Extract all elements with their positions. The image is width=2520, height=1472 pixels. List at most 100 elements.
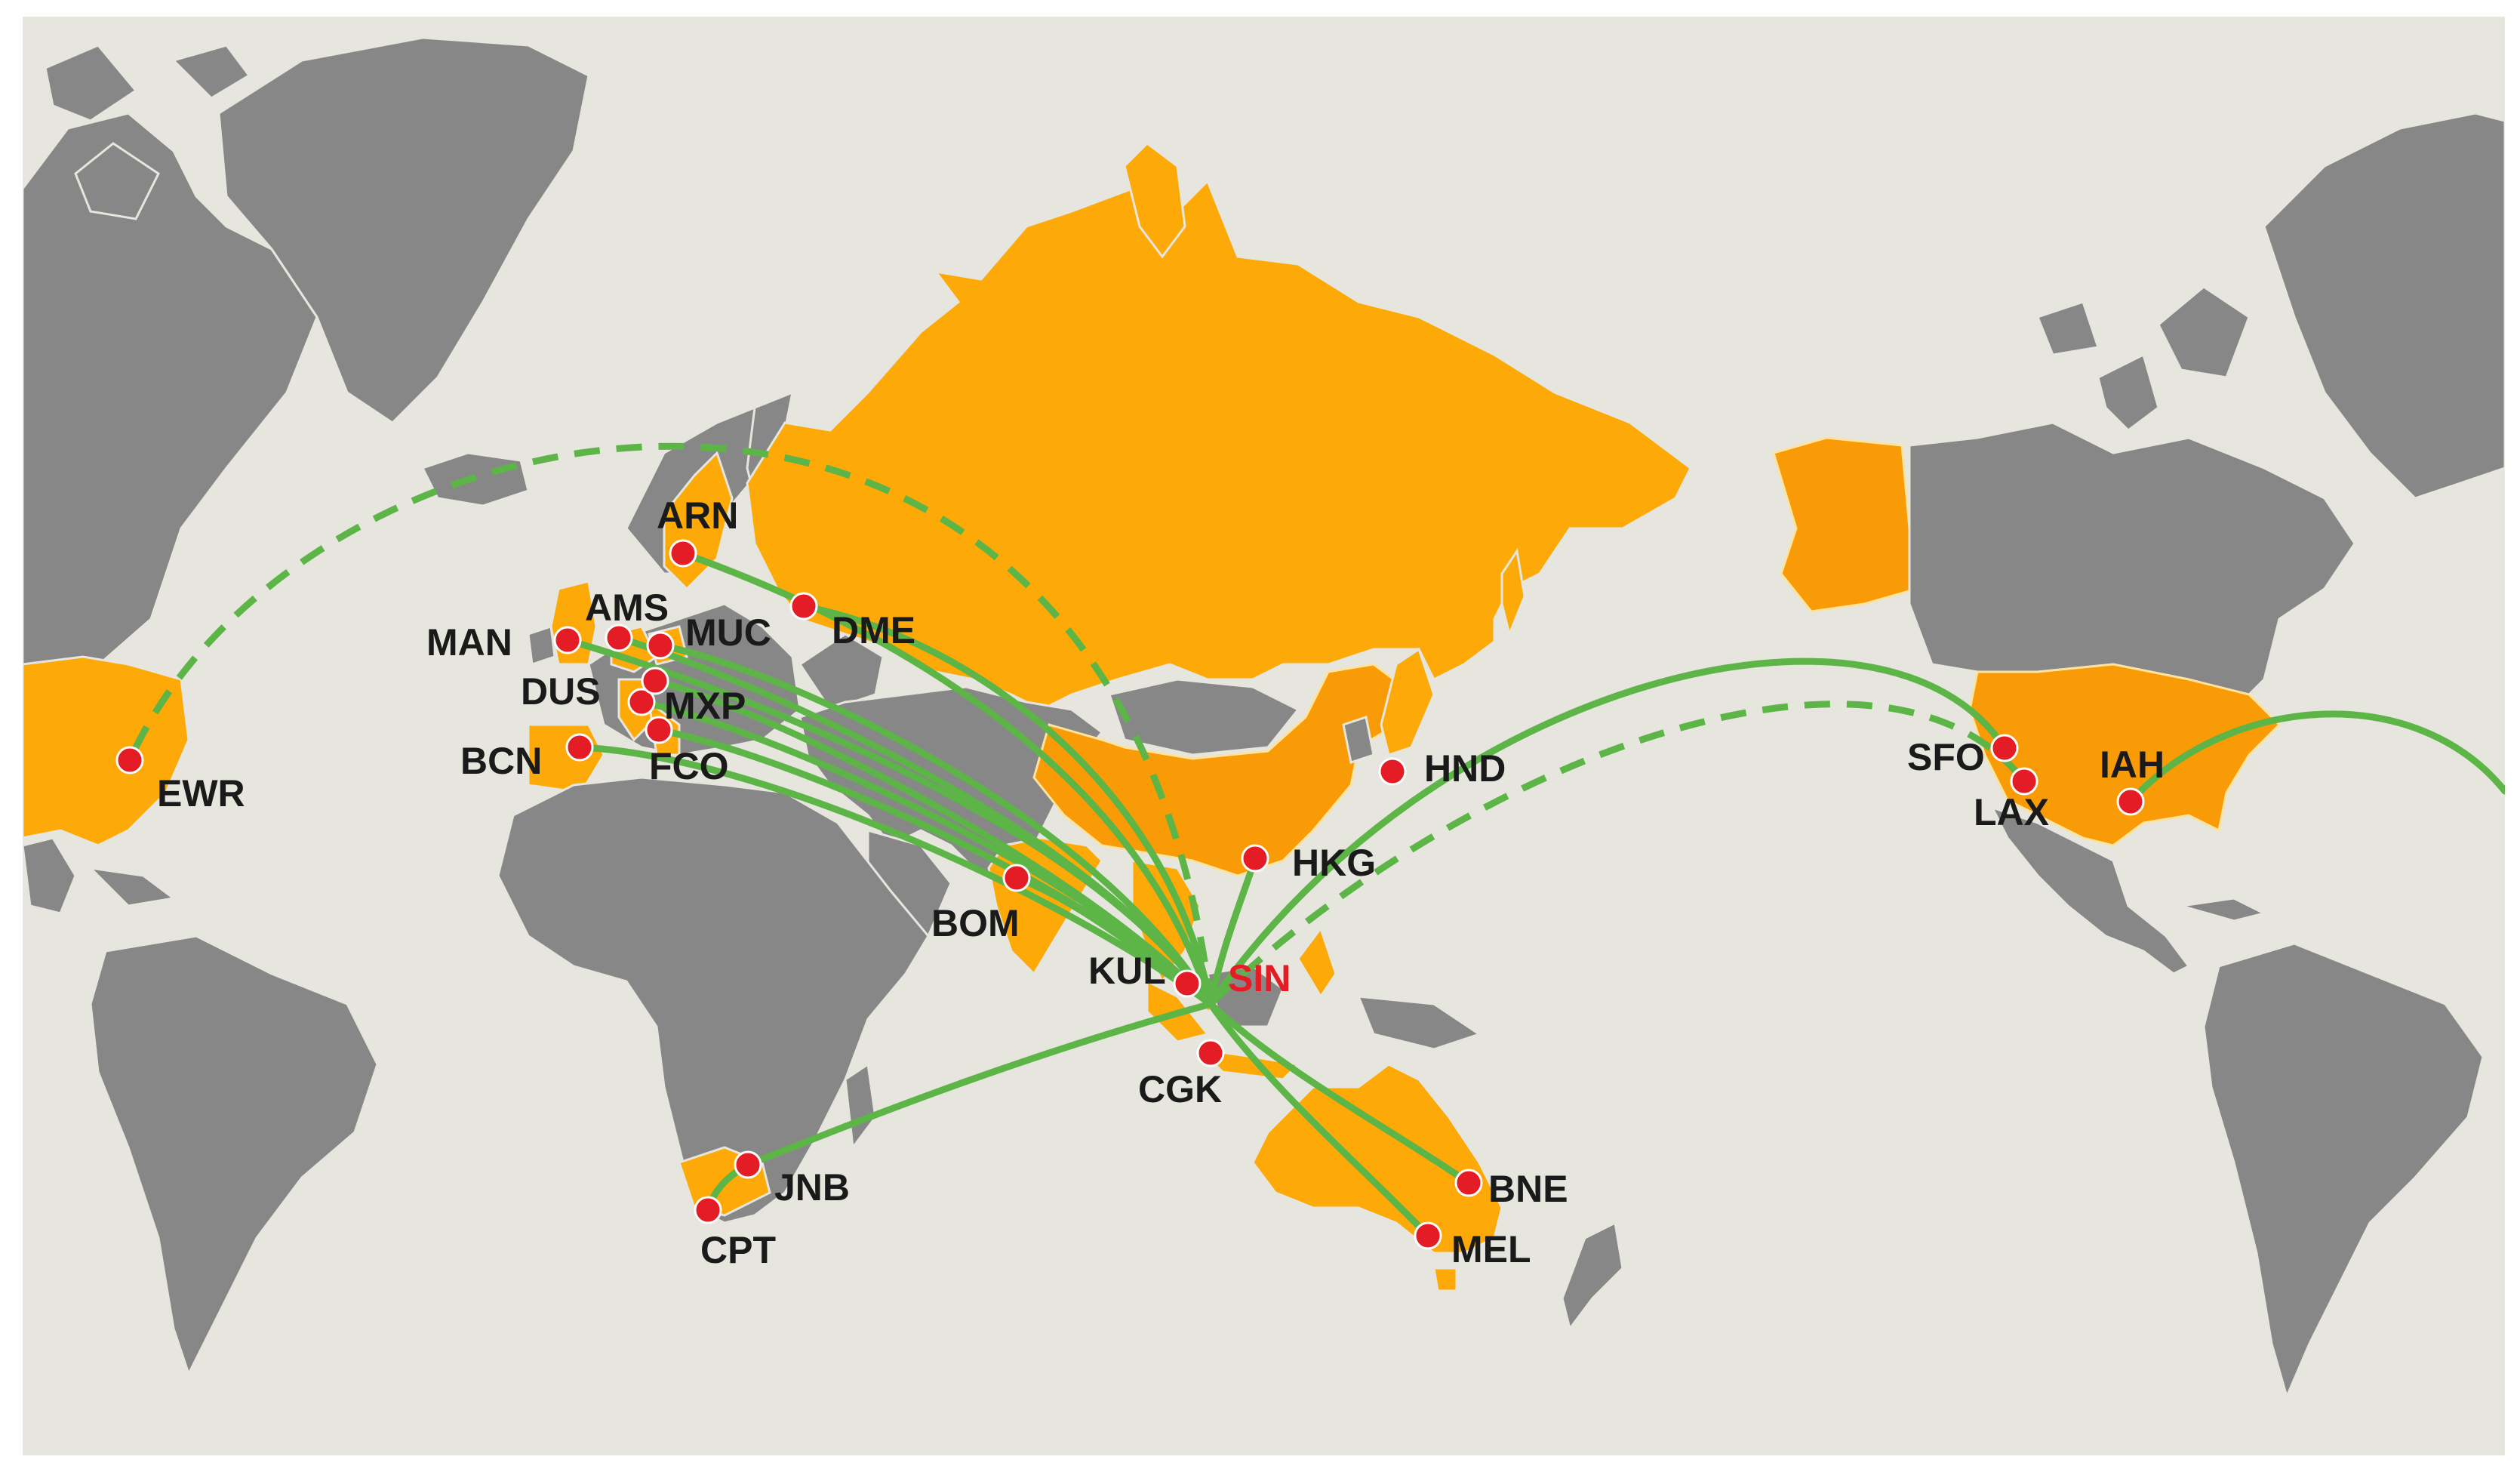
- airport-dot: [1378, 757, 1407, 786]
- routes-layer: [126, 442, 2505, 1239]
- airport-label: DME: [832, 609, 915, 651]
- landmass-canada: [1908, 285, 2356, 711]
- landmass-greenland: [171, 36, 590, 424]
- airport-dot: [641, 667, 669, 695]
- airport-cpt: CPT: [694, 1196, 776, 1271]
- airport-bom: BOM: [931, 864, 1031, 944]
- airport-dot: [1414, 1221, 1442, 1250]
- airport-dot: [1454, 1169, 1483, 1197]
- airport-dot: [646, 631, 675, 660]
- airport-kul: KUL: [1088, 950, 1202, 998]
- airport-dot: [1196, 1039, 1225, 1067]
- airport-dus: DUS: [521, 670, 656, 716]
- airport-dot: [553, 626, 582, 654]
- airport-label: EWR: [157, 772, 245, 815]
- route-sin-dme: [800, 602, 1214, 1008]
- airport-label: BNE: [1488, 1168, 1568, 1210]
- airports-layer: EWR ARN AMS MAN MUC DME DUS MXP BCN FCO BOM KUL CGK H…: [115, 494, 2165, 1271]
- airport-dot: [1241, 844, 1269, 873]
- airport-dot: [1002, 864, 1031, 892]
- airport-dot: [605, 624, 633, 652]
- airport-label: HND: [1424, 747, 1506, 790]
- route-sin-mel: [1207, 1000, 1432, 1239]
- usa-east: [23, 655, 190, 847]
- airport-bne: BNE: [1454, 1168, 1568, 1210]
- landmass-japan-korea: [1342, 548, 1526, 764]
- route-sin-bcn: [576, 744, 1214, 1008]
- airport-dot: [1990, 734, 2019, 762]
- airport-fco: FCO: [645, 716, 729, 787]
- route-sin-ewr: [126, 442, 1214, 1005]
- airport-hnd: HND: [1378, 747, 1506, 790]
- airport-dot: [565, 733, 594, 762]
- route-sin-bne: [1207, 1000, 1472, 1187]
- airport-muc: MUC: [646, 611, 771, 660]
- airport-iah: IAH: [2100, 744, 2165, 816]
- australia: [1251, 1063, 1503, 1255]
- landmass-south-america-east: [2202, 942, 2485, 1400]
- airport-label: KUL: [1088, 950, 1166, 992]
- landmass-north-america-west: [23, 44, 318, 673]
- airport-cgk: CGK: [1138, 1039, 1225, 1110]
- airport-ams: AMS: [585, 587, 669, 652]
- airport-label: CPT: [700, 1229, 776, 1271]
- airport-label: MUC: [685, 611, 771, 654]
- airport-label: AMS: [585, 587, 669, 629]
- route-sin-mxp: [651, 677, 1214, 1008]
- airport-label: DUS: [521, 670, 601, 713]
- hub-label: SIN: [1228, 957, 1291, 999]
- airport-label: IAH: [2100, 744, 2165, 786]
- airport-hkg: HKG: [1241, 842, 1376, 884]
- airport-label: ARN: [657, 494, 738, 537]
- airport-dot: [115, 746, 144, 774]
- airport-dot: [645, 716, 673, 744]
- airport-man: MAN: [426, 621, 582, 664]
- landmass-mexico-central-america: [1990, 805, 2268, 975]
- russia: [746, 179, 1692, 711]
- airport-ewr: EWR: [115, 746, 245, 815]
- airport-dme: DME: [789, 592, 915, 651]
- airport-arn: ARN: [657, 494, 738, 568]
- airport-dot: [2010, 767, 2038, 796]
- airport-dot: [789, 592, 818, 621]
- route-sin-muc: [657, 642, 1214, 1008]
- airport-label: MEL: [1451, 1228, 1531, 1270]
- route-iah-east-edge: [2127, 710, 2505, 805]
- airport-label: LAX: [1974, 791, 2049, 833]
- landmass-south-america-west: [89, 935, 379, 1377]
- airport-label: HKG: [1292, 842, 1376, 884]
- new-zealand: [1561, 1221, 1624, 1332]
- alaska: [1772, 436, 1918, 613]
- airport-dot: [627, 688, 656, 716]
- airport-dot: [2116, 787, 2145, 816]
- airport-label: MAN: [426, 621, 512, 664]
- airport-mel: MEL: [1414, 1221, 1531, 1270]
- airport-lax: LAX: [1974, 767, 2049, 833]
- russia-north-island: [1123, 142, 1186, 259]
- landmass-central-america-west: [23, 836, 177, 915]
- airport-dot: [1173, 969, 1202, 998]
- airport-label: MXP: [664, 685, 746, 727]
- route-sin-jnb: [744, 1000, 1214, 1169]
- airport-label: SFO: [1907, 736, 1985, 778]
- route-sin-sfo: [1207, 657, 2008, 1008]
- tasmania: [1432, 1267, 1458, 1292]
- airport-dot: [734, 1150, 762, 1179]
- route-sin-arn: [679, 550, 1214, 1008]
- airport-dot: [694, 1196, 722, 1224]
- airport-sfo: SFO: [1907, 734, 2019, 778]
- airport-dot: [669, 539, 697, 568]
- airport-sin: SIN: [1228, 957, 1291, 999]
- airport-mxp: MXP: [641, 667, 746, 727]
- airport-label: FCO: [649, 745, 729, 787]
- airport-label: JNB: [774, 1166, 850, 1209]
- airport-label: BCN: [460, 740, 542, 782]
- airport-jnb: JNB: [734, 1150, 850, 1209]
- usa: [1968, 663, 2282, 847]
- landmass-greenland-east: [2263, 112, 2505, 500]
- route-sin-lax: [1208, 701, 2027, 1007]
- airport-label: BOM: [931, 902, 1020, 944]
- airport-label: CGK: [1138, 1068, 1222, 1110]
- airport-bcn: BCN: [460, 733, 594, 782]
